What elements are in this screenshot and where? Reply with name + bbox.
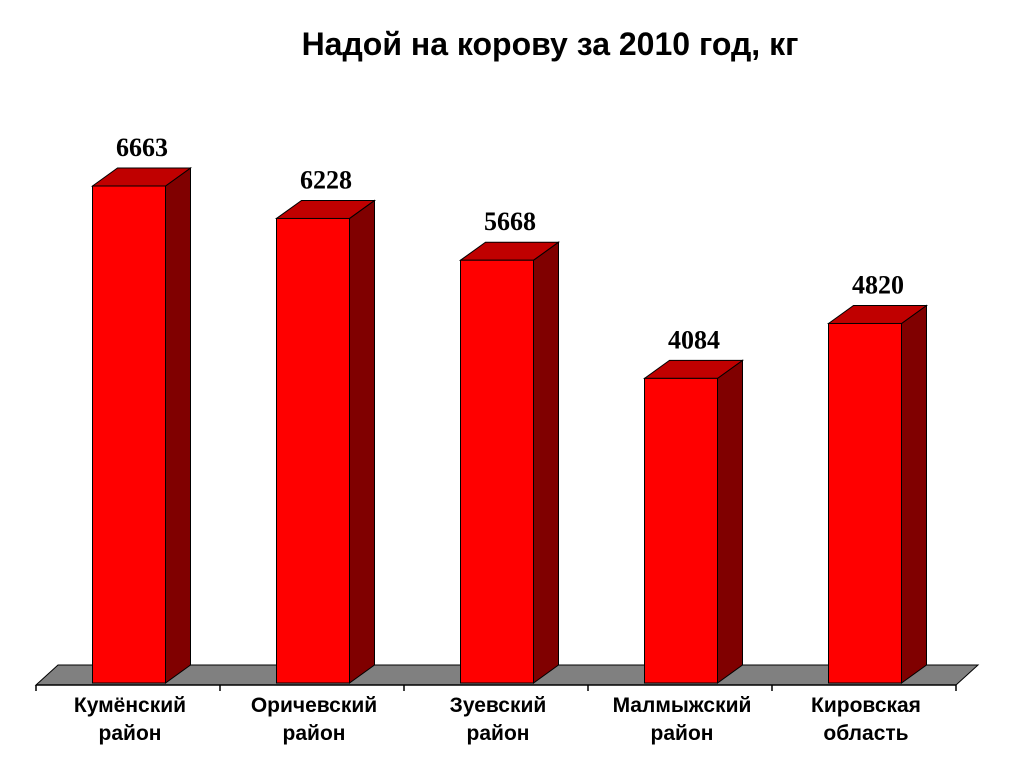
chart-title: Надой на корову за 2010 год, кг [301, 26, 799, 62]
bar-side [901, 304, 927, 684]
data-label: 6228 [300, 165, 352, 194]
x-tick-label: район [651, 722, 714, 745]
x-tick-label: район [99, 722, 162, 745]
bar-front [828, 322, 902, 684]
x-tick-label: район [283, 722, 346, 745]
data-label: 4820 [852, 270, 904, 299]
bar-side [717, 359, 743, 684]
bar-front [460, 259, 534, 684]
x-tick-label: область [823, 722, 908, 745]
data-label: 6663 [116, 133, 168, 162]
x-tick-label: Зуевский [450, 694, 547, 717]
bar-front [644, 377, 718, 684]
bar [90, 167, 193, 684]
x-tick-label: Малмыжский [613, 694, 752, 717]
x-tick-label: район [467, 722, 530, 745]
bar-side [349, 199, 375, 684]
bar-front [92, 185, 166, 684]
x-tick-label: Кировская [811, 694, 921, 717]
bar [642, 359, 745, 684]
data-label: 4084 [668, 325, 720, 354]
bar [274, 199, 377, 684]
bar [458, 241, 561, 684]
x-tick-label: Кумёнский [74, 694, 186, 717]
bar [826, 304, 929, 684]
x-tick-label: Оричевский [251, 694, 377, 717]
bar-front [276, 217, 350, 684]
bar-side [533, 241, 559, 684]
data-label: 5668 [484, 207, 536, 236]
bar-side [165, 167, 191, 684]
